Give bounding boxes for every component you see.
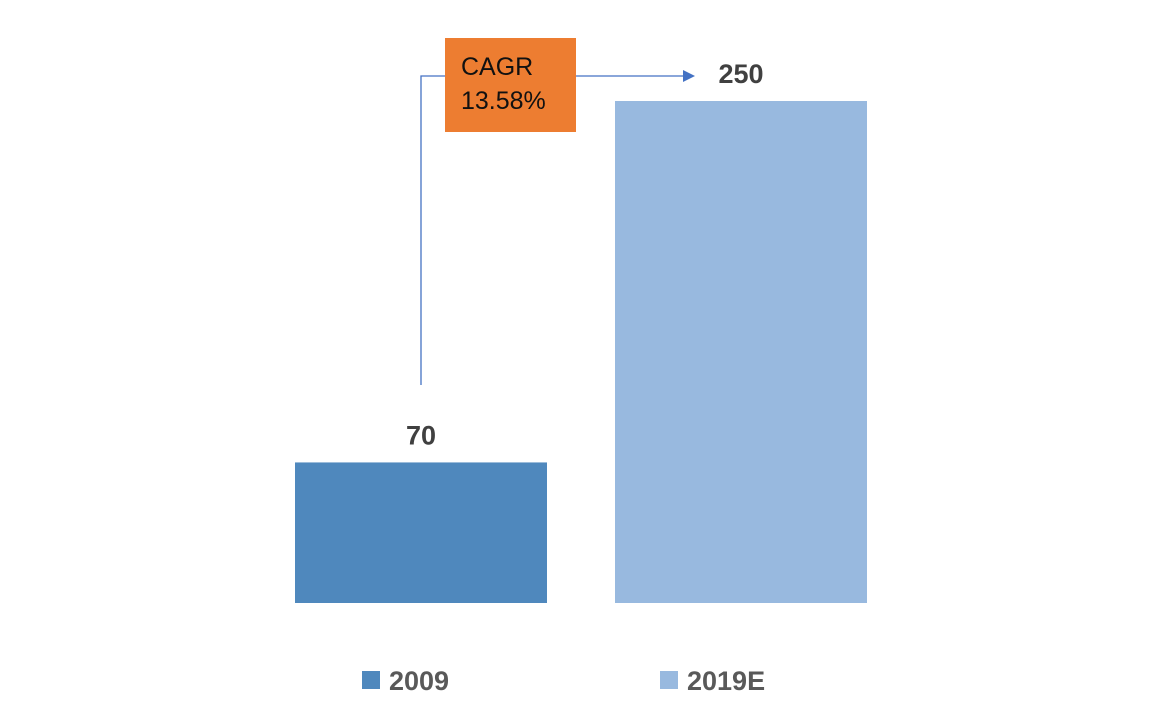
data-labels-group: 70 250 bbox=[406, 59, 764, 450]
legend-label-2009: 2009 bbox=[389, 666, 449, 696]
legend-swatch-2009 bbox=[362, 671, 380, 689]
legend-label-2019E: 2019E bbox=[687, 666, 765, 696]
cagr-label: CAGR bbox=[461, 53, 534, 81]
data-label-2009: 70 bbox=[406, 420, 436, 450]
bar-2009 bbox=[295, 462, 547, 603]
legend-swatch-2019E bbox=[660, 671, 678, 689]
data-label-2019E: 250 bbox=[718, 59, 763, 89]
cagr-arrow-line bbox=[420, 75, 683, 385]
bars-group bbox=[295, 101, 867, 603]
bar-2019E bbox=[615, 101, 867, 603]
cagr-arrow-head-icon bbox=[683, 70, 695, 82]
legend: 2009 2019E bbox=[362, 666, 765, 696]
cagr-annotation-box: CAGR 13.58% bbox=[445, 38, 576, 132]
cagr-value: 13.58% bbox=[461, 87, 546, 115]
